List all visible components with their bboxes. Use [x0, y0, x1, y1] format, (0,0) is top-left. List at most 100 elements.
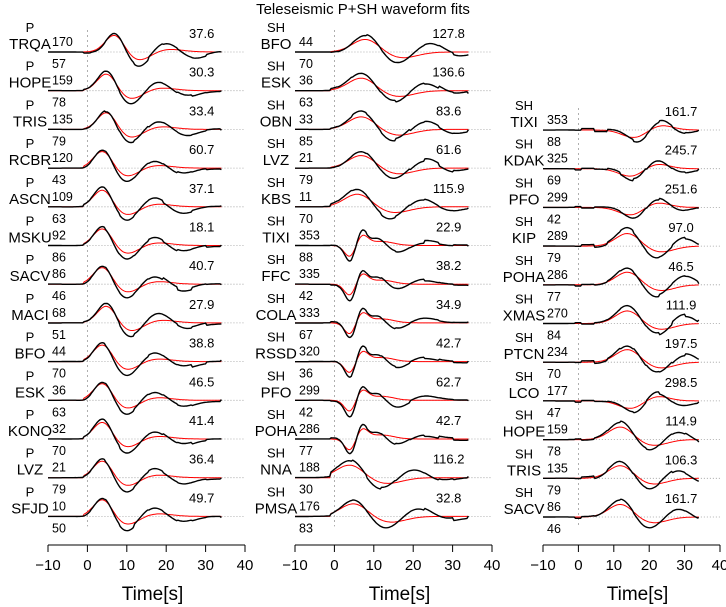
- synthetic-waveform: [295, 464, 469, 484]
- phase-label: SH: [515, 214, 533, 229]
- x-axis: −10 0 10 20 30 40: [282, 544, 501, 574]
- phase-label: SH: [267, 330, 285, 345]
- azimuth-value: 21: [299, 151, 313, 165]
- station-label: MSKU: [8, 230, 51, 247]
- observed-waveform: [295, 188, 469, 220]
- distance-value: 50: [52, 521, 66, 535]
- azimuth-value: 36: [52, 383, 66, 397]
- azimuth-value: 170: [52, 35, 73, 49]
- amplitude-value: 22.9: [436, 220, 461, 235]
- azimuth-value: 33: [299, 112, 313, 126]
- phase-label: P: [26, 59, 35, 74]
- station-label: PMSA: [255, 500, 298, 517]
- azimuth-value: 68: [52, 306, 66, 320]
- observed-waveform: [295, 150, 469, 179]
- azimuth-value: 270: [547, 307, 568, 321]
- station-label: ASCN: [9, 191, 51, 208]
- phase-label: P: [26, 368, 35, 383]
- azimuth-value: 188: [299, 461, 320, 475]
- amplitude-value: 46.5: [668, 259, 693, 274]
- station-label: TIXI: [262, 230, 290, 247]
- phase-label: P: [26, 252, 35, 267]
- phase-label: SH: [515, 485, 533, 500]
- observed-waveform: [48, 381, 222, 415]
- observed-waveform: [48, 302, 222, 338]
- distance-value: 36: [299, 367, 313, 381]
- distance-value: 79: [547, 251, 561, 265]
- distance-value: 88: [547, 135, 561, 149]
- amplitude-value: 116.2: [433, 452, 465, 467]
- observed-waveform: [543, 160, 700, 182]
- station-label: SFJD: [11, 500, 49, 517]
- distance-value: 47: [547, 406, 561, 420]
- amplitude-value: 46.5: [189, 374, 214, 389]
- azimuth-value: 109: [52, 190, 73, 204]
- azimuth-value: 159: [547, 423, 568, 437]
- station-label: COLA: [256, 307, 297, 324]
- station-label: PFO: [509, 191, 540, 208]
- distance-value: 77: [299, 444, 313, 458]
- amplitude-value: 33.4: [189, 103, 214, 118]
- synthetic-waveform: [295, 503, 469, 523]
- phase-label: SH: [267, 407, 285, 422]
- phase-label: P: [26, 407, 35, 422]
- observed-waveform: [543, 119, 700, 143]
- observed-waveform: [295, 269, 469, 302]
- phase-label: SH: [267, 484, 285, 499]
- amplitude-value: 97.0: [668, 220, 693, 235]
- amplitude-value: 111.9: [666, 298, 697, 313]
- station-label: LCO: [509, 385, 540, 402]
- azimuth-value: 36: [299, 74, 313, 88]
- observed-waveform: [48, 32, 222, 67]
- azimuth-value: 11: [299, 190, 312, 204]
- observed-waveform: [295, 72, 469, 103]
- x-tick-label: 20: [158, 557, 175, 574]
- distance-value: 78: [547, 445, 561, 459]
- phase-label: P: [26, 20, 35, 35]
- amplitude-value: 37.1: [189, 181, 214, 196]
- x-tick-label: 30: [197, 557, 214, 574]
- azimuth-value: 353: [299, 229, 320, 243]
- phase-label: SH: [267, 214, 285, 229]
- station-label: LVZ: [17, 462, 43, 479]
- azimuth-value: 299: [299, 383, 320, 397]
- amplitude-value: 38.2: [436, 258, 461, 273]
- station-label: NNA: [260, 462, 292, 479]
- amplitude-value: 30.3: [189, 65, 214, 80]
- distance-value: 70: [52, 444, 66, 458]
- phase-label: SH: [515, 369, 533, 384]
- amplitude-value: 136.6: [432, 65, 465, 80]
- azimuth-value: 32: [52, 422, 66, 436]
- phase-label: SH: [515, 98, 533, 113]
- x-tick-label: 40: [484, 557, 501, 574]
- phase-label: P: [26, 446, 35, 461]
- phase-label: SH: [515, 330, 533, 345]
- station-label: KIP: [512, 230, 536, 247]
- x-axis-label: Time[s]: [607, 584, 669, 605]
- amplitude-value: 37.6: [189, 26, 214, 41]
- synthetic-waveform: [295, 39, 469, 59]
- station-label: KBS: [261, 191, 291, 208]
- distance-value: 79: [52, 134, 66, 148]
- distance-value: 70: [299, 212, 313, 226]
- phase-label: SH: [515, 292, 533, 307]
- station-label: HOPE: [9, 75, 52, 92]
- amplitude-value: 60.7: [189, 142, 214, 157]
- x-tick-label: 10: [365, 557, 382, 574]
- station-label: SACV: [504, 501, 545, 518]
- azimuth-value: 177: [547, 384, 568, 398]
- observed-waveform: [543, 345, 700, 373]
- observed-waveform: [295, 499, 469, 529]
- distance-value: 63: [52, 405, 66, 419]
